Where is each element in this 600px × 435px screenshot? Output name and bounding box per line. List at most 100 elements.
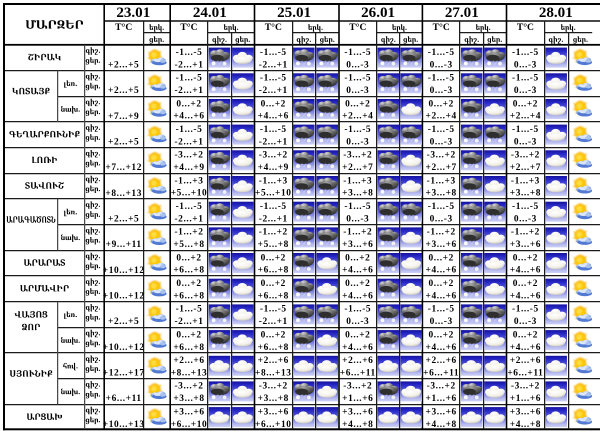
svg-text:-2...+1: -2...+1 [174,60,203,70]
svg-text:T°C: T°C [433,22,450,33]
svg-text:+3...+6: +3...+6 [426,240,457,250]
svg-text:-1...-5: -1...-5 [176,125,203,135]
svg-text:0...-3: 0...-3 [514,86,537,96]
svg-text:+2...+4: +2...+4 [342,112,373,122]
svg-text:0...-3: 0...-3 [430,317,453,327]
svg-text:-1...-5: -1...-5 [344,202,371,212]
svg-text:23.01: 23.01 [116,5,150,21]
svg-text:0...-3: 0...-3 [514,137,537,147]
svg-text:0...+2: 0...+2 [345,279,370,289]
svg-text:+7...+12: +7...+12 [105,163,142,173]
svg-text:0...+2: 0...+2 [429,99,454,109]
svg-text:T°C: T°C [517,22,534,33]
svg-text:+4...+6: +4...+6 [510,343,541,353]
svg-text:+8...+13: +8...+13 [255,369,292,379]
svg-text:-3...+2: -3...+2 [511,382,540,392]
svg-text:+2...+6: +2...+6 [258,356,289,366]
svg-text:+2...+6: +2...+6 [510,356,541,366]
svg-text:T°C: T°C [180,22,197,33]
svg-text:-1...-5: -1...-5 [512,125,539,135]
svg-text:-1...-5: -1...-5 [260,305,287,315]
svg-text:+3...+6: +3...+6 [510,240,541,250]
svg-text:+8...+13: +8...+13 [105,189,142,199]
svg-text:-1...+3: -1...+3 [427,176,456,186]
svg-text:+3...+8: +3...+8 [426,189,457,199]
svg-text:0...-3: 0...-3 [430,60,453,70]
svg-text:+6...+11: +6...+11 [106,394,142,404]
svg-text:-3...+2: -3...+2 [174,382,203,392]
svg-text:+10...+13: +10...+13 [103,420,145,430]
svg-text:+4...+8: +4...+8 [426,420,457,430]
svg-text:-1...+3: -1...+3 [511,176,540,186]
svg-text:+6...+8: +6...+8 [258,291,289,301]
svg-text:0...+2: 0...+2 [261,99,286,109]
svg-text:-1...-5: -1...-5 [512,202,539,212]
svg-text:-3...+2: -3...+2 [343,382,372,392]
svg-text:0...-3: 0...-3 [346,137,369,147]
svg-text:-3...+2: -3...+2 [259,151,288,161]
svg-text:-3...+2: -3...+2 [174,151,203,161]
svg-text:+8...+13: +8...+13 [171,369,208,379]
svg-text:+2...+6: +2...+6 [342,356,373,366]
svg-text:+4...+6: +4...+6 [342,291,373,301]
svg-text:+2...+6: +2...+6 [173,356,204,366]
svg-text:+2...+4: +2...+4 [426,112,457,122]
svg-text:0...+2: 0...+2 [429,279,454,289]
svg-text:+3...+8: +3...+8 [258,394,289,404]
svg-text:-1...+3: -1...+3 [174,176,203,186]
svg-text:0...-3: 0...-3 [346,317,369,327]
svg-text:+1...+6: +1...+6 [426,394,457,404]
svg-text:24.01: 24.01 [193,5,227,21]
svg-text:T°C: T°C [115,22,132,33]
svg-text:+10...+12: +10...+12 [103,292,145,302]
svg-text:-1...-5: -1...-5 [260,202,287,212]
svg-text:+5...+10: +5...+10 [255,189,292,199]
svg-text:-1...-5: -1...-5 [512,305,539,315]
svg-text:+2...+7: +2...+7 [342,163,373,173]
svg-text:+6...+10: +6...+10 [255,420,292,430]
svg-text:+2...+5: +2...+5 [108,215,139,225]
svg-text:28.01: 28.01 [539,5,573,21]
svg-text:-1...+2: -1...+2 [174,228,203,238]
svg-text:0...-3: 0...-3 [514,317,537,327]
svg-text:+12...+17: +12...+17 [103,369,145,379]
svg-text:+3...+6: +3...+6 [426,407,457,417]
svg-text:+4...+9: +4...+9 [258,163,289,173]
svg-text:+6...+10: +6...+10 [171,420,208,430]
svg-text:-3...+2: -3...+2 [427,382,456,392]
svg-text:-1...-5: -1...-5 [428,125,455,135]
svg-text:+6...+8: +6...+8 [173,343,204,353]
svg-text:-1...-5: -1...-5 [512,48,539,58]
svg-text:25.01: 25.01 [277,5,311,21]
svg-text:+3...+8: +3...+8 [173,394,204,404]
svg-text:+5...+8: +5...+8 [173,240,204,250]
svg-text:+4...+6: +4...+6 [342,343,373,353]
svg-text:-1...-5: -1...-5 [176,48,203,58]
svg-text:0...+2: 0...+2 [176,253,201,263]
svg-text:+4...+9: +4...+9 [173,163,204,173]
svg-text:-2...+1: -2...+1 [174,86,203,96]
svg-text:+4...+6: +4...+6 [426,291,457,301]
svg-text:+4...+6: +4...+6 [426,343,457,353]
svg-text:+6...+11: +6...+11 [507,369,543,379]
svg-text:+4...+8: +4...+8 [510,420,541,430]
svg-text:+3...+6: +3...+6 [342,407,373,417]
svg-text:-2...+1: -2...+1 [174,214,203,224]
svg-text:-2...+1: -2...+1 [259,60,288,70]
svg-text:-1...-5: -1...-5 [176,74,203,84]
svg-text:-1...-5: -1...-5 [176,305,203,315]
svg-text:0...+2: 0...+2 [261,330,286,340]
svg-text:0...+2: 0...+2 [345,253,370,263]
svg-text:+2...+7: +2...+7 [510,163,541,173]
svg-text:+6...+11: +6...+11 [340,369,376,379]
svg-text:-2...+1: -2...+1 [174,137,203,147]
svg-text:0...-3: 0...-3 [346,214,369,224]
svg-text:+3...+8: +3...+8 [510,189,541,199]
svg-text:0...+2: 0...+2 [261,279,286,289]
svg-text:0...+2: 0...+2 [176,279,201,289]
svg-text:+3...+6: +3...+6 [258,407,289,417]
svg-text:+6...+11: +6...+11 [423,369,459,379]
svg-text:+10...+12: +10...+12 [103,266,145,276]
svg-text:-2...+1: -2...+1 [259,317,288,327]
svg-text:-1...+2: -1...+2 [511,228,540,238]
